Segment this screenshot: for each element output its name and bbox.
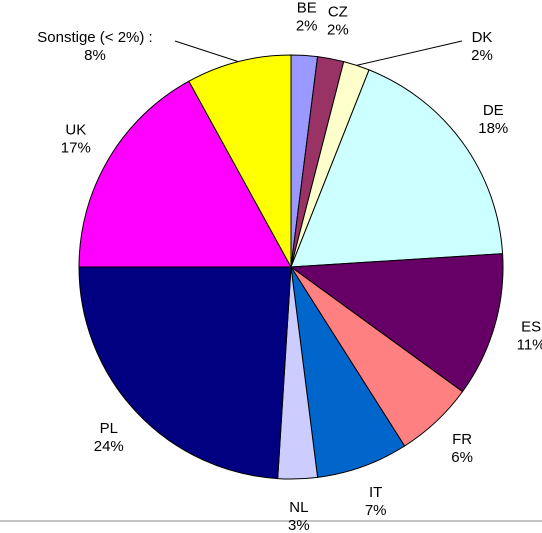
slice-label: FR [452,431,472,448]
slice-value-label: 7% [365,502,387,519]
slice-value-label: 2% [296,17,318,34]
slice-label: DK [472,29,493,46]
slice-value-label: 2% [471,47,493,64]
slice-label: IT [369,484,382,501]
slice-value-label: 18% [478,120,508,137]
slice-label: PL [100,420,118,437]
slice-label: DE [483,102,504,119]
slice-value-label: 17% [61,140,91,157]
slice-value-label: 24% [94,438,124,455]
pie-slice [78,266,292,480]
leader-line [174,40,239,63]
slice-label: NL [289,499,308,516]
slice-value-label: 8% [84,47,106,64]
slice-label: ES [521,319,541,336]
slice-value-label: 11% [517,337,542,354]
pie-slice [290,69,504,268]
leader-line [356,40,463,66]
slice-value-label: 3% [288,517,310,533]
slice-value-label: 6% [451,449,473,466]
pie-slice [188,54,292,268]
slice-label: UK [65,122,86,139]
slice-label: BE [297,0,317,16]
pie-slice [78,80,292,268]
pie-slice [289,253,504,393]
slice-label: Sonstige (< 2%) : [37,29,152,46]
slice-value-label: 2% [327,21,349,38]
slice-label: CZ [328,3,348,20]
